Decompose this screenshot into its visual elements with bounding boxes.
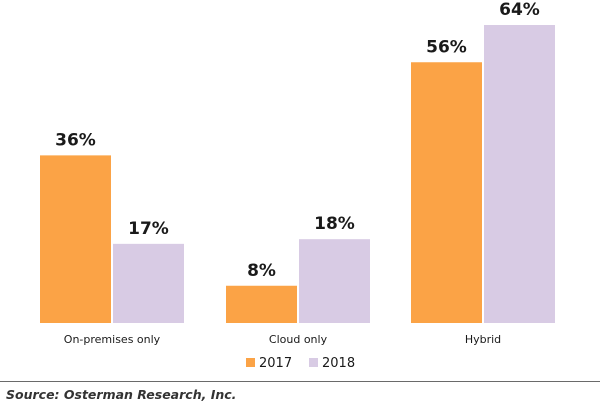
bar-2018-hybrid	[484, 25, 555, 323]
data-label-2017-1: 8%	[247, 261, 276, 281]
category-label-2: Hybrid	[465, 333, 501, 346]
legend-label-2018: 2018	[322, 356, 355, 371]
data-label-2018-0: 17%	[128, 219, 169, 239]
category-label-1: Cloud only	[269, 333, 328, 346]
bar-2018-on-premises-only	[113, 243, 184, 323]
data-label-2018-1: 18%	[314, 214, 355, 234]
legend-label-2017: 2017	[259, 356, 292, 371]
bar-2017-cloud-only	[226, 285, 297, 323]
category-label-0: On-premises only	[64, 333, 161, 346]
bar-2017-on-premises-only	[40, 155, 111, 323]
legend-swatch-2018	[309, 358, 318, 367]
bar-chart: 36% 17% On-premises only 8% 18% Cloud only 56%…	[40, 0, 555, 371]
bar-2017-hybrid	[411, 62, 482, 323]
source-divider	[0, 381, 600, 382]
bar-2018-cloud-only	[299, 239, 370, 323]
legend-swatch-2017	[246, 358, 255, 367]
data-label-2017-2: 56%	[426, 37, 467, 57]
data-label-2018-2: 64%	[499, 0, 540, 20]
data-label-2017-0: 36%	[55, 130, 96, 150]
source-caption: Source: Osterman Research, Inc.	[6, 387, 237, 402]
